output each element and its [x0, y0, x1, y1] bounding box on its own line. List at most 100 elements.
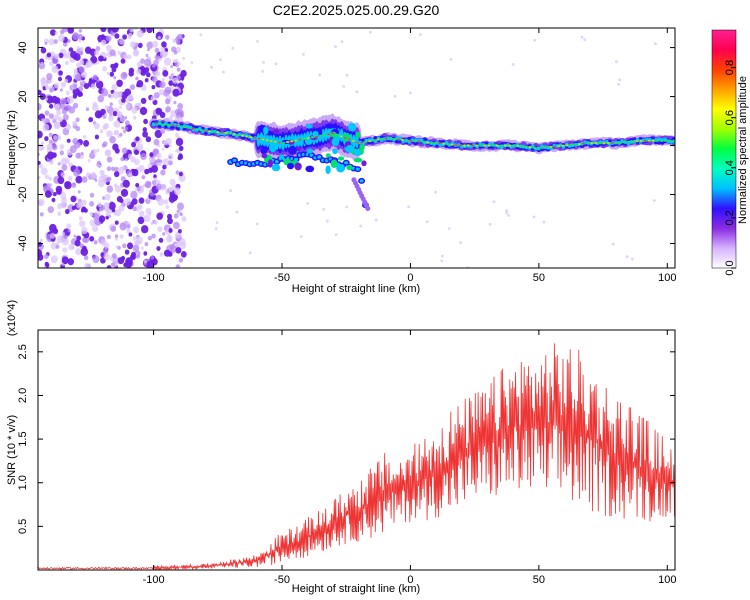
colorbar-tick-label: 0.6 — [724, 110, 736, 125]
colorbar-label: Normalized spectral amplitude — [737, 76, 749, 224]
noise-point — [355, 90, 359, 94]
noise-point — [53, 121, 61, 130]
x-tick-label: 100 — [658, 574, 676, 586]
signal-core — [257, 137, 261, 140]
noise-point — [60, 82, 66, 88]
noise-point — [75, 62, 81, 68]
signal-core — [171, 124, 175, 127]
noise-point — [168, 155, 172, 159]
noise-point — [109, 49, 116, 57]
noise-point — [374, 218, 378, 222]
noise-point — [136, 236, 143, 245]
noise-point — [180, 251, 187, 258]
signal-point — [294, 162, 302, 171]
noise-point — [119, 132, 123, 137]
spectrogram-y-ticks: -40 -20 0 20 40 — [17, 41, 675, 251]
signal-core — [618, 141, 623, 144]
noise-point — [169, 179, 176, 186]
signal-core — [450, 143, 454, 146]
noise-point — [119, 234, 124, 239]
noise-point — [434, 190, 437, 194]
noise-point — [92, 225, 99, 232]
noise-point — [165, 98, 171, 105]
noise-point — [75, 175, 83, 184]
noise-point — [146, 72, 151, 78]
x-tick-label: 0 — [407, 574, 413, 586]
signal-point — [325, 165, 331, 175]
signal-point — [346, 164, 353, 171]
noise-point — [178, 171, 183, 177]
noise-point — [154, 70, 161, 77]
noise-point — [48, 85, 55, 93]
colorbar: 0.0 0.2 0.4 0.6 0.8 Normalized spectral ampl… — [711, 29, 749, 276]
y-tick-label: 2.5 — [17, 344, 29, 359]
noise-point — [129, 84, 136, 90]
signal-point — [359, 179, 364, 183]
noise-point — [89, 236, 95, 242]
noise-point — [144, 78, 149, 83]
noise-point — [369, 30, 372, 34]
noise-point — [132, 206, 137, 212]
noise-point — [126, 224, 131, 229]
noise-point — [100, 239, 107, 246]
noise-point — [175, 148, 179, 153]
noise-point — [119, 116, 126, 123]
signal-core — [335, 133, 339, 136]
y-tick-label: -40 — [17, 236, 29, 252]
noise-point — [55, 244, 60, 249]
noise-point — [153, 220, 158, 225]
noise-point — [58, 52, 64, 59]
noise-point — [85, 107, 90, 111]
signal-core — [491, 144, 495, 147]
noise-point — [113, 120, 121, 128]
noise-point — [120, 156, 125, 162]
noise-point — [90, 83, 96, 89]
noise-point — [447, 227, 451, 230]
signal-core — [286, 141, 290, 143]
noise-point — [108, 202, 116, 210]
noise-point — [580, 35, 584, 39]
noise-point — [101, 173, 106, 179]
noise-point — [112, 110, 118, 117]
signal-core — [508, 144, 511, 147]
noise-point — [63, 114, 69, 121]
noise-point — [67, 28, 74, 34]
noise-point — [102, 141, 108, 147]
signal-core — [417, 140, 421, 143]
signal-core — [614, 142, 619, 145]
noise-point — [173, 50, 178, 55]
noise-point — [94, 110, 102, 119]
signal-core — [166, 123, 171, 126]
noise-point — [68, 106, 76, 114]
signal-core — [253, 137, 257, 139]
signal-core — [388, 137, 393, 140]
noise-point — [42, 77, 46, 80]
signal-point — [286, 162, 295, 170]
noise-point — [100, 39, 107, 46]
noise-point — [48, 132, 53, 137]
y-tick-label: -20 — [17, 187, 29, 203]
noise-point — [153, 174, 157, 179]
noise-point — [44, 174, 50, 180]
signal-point — [336, 164, 346, 173]
noise-point — [56, 235, 64, 243]
noise-point — [102, 248, 109, 255]
signal-point — [355, 167, 360, 171]
signal-core — [549, 146, 553, 148]
noise-point — [106, 156, 113, 163]
noise-point — [138, 164, 145, 173]
noise-point — [146, 41, 154, 49]
signal-core — [659, 139, 664, 142]
noise-point — [142, 131, 149, 138]
noise-point — [116, 195, 123, 203]
noise-point — [50, 255, 58, 264]
noise-point — [101, 88, 109, 97]
noise-point — [131, 141, 137, 148]
noise-point — [150, 221, 154, 225]
noise-point — [408, 91, 412, 95]
noise-point — [114, 33, 120, 39]
noise-point — [182, 57, 186, 60]
noise-point — [42, 185, 49, 192]
signal-core — [158, 123, 163, 126]
signal-core — [520, 145, 524, 148]
